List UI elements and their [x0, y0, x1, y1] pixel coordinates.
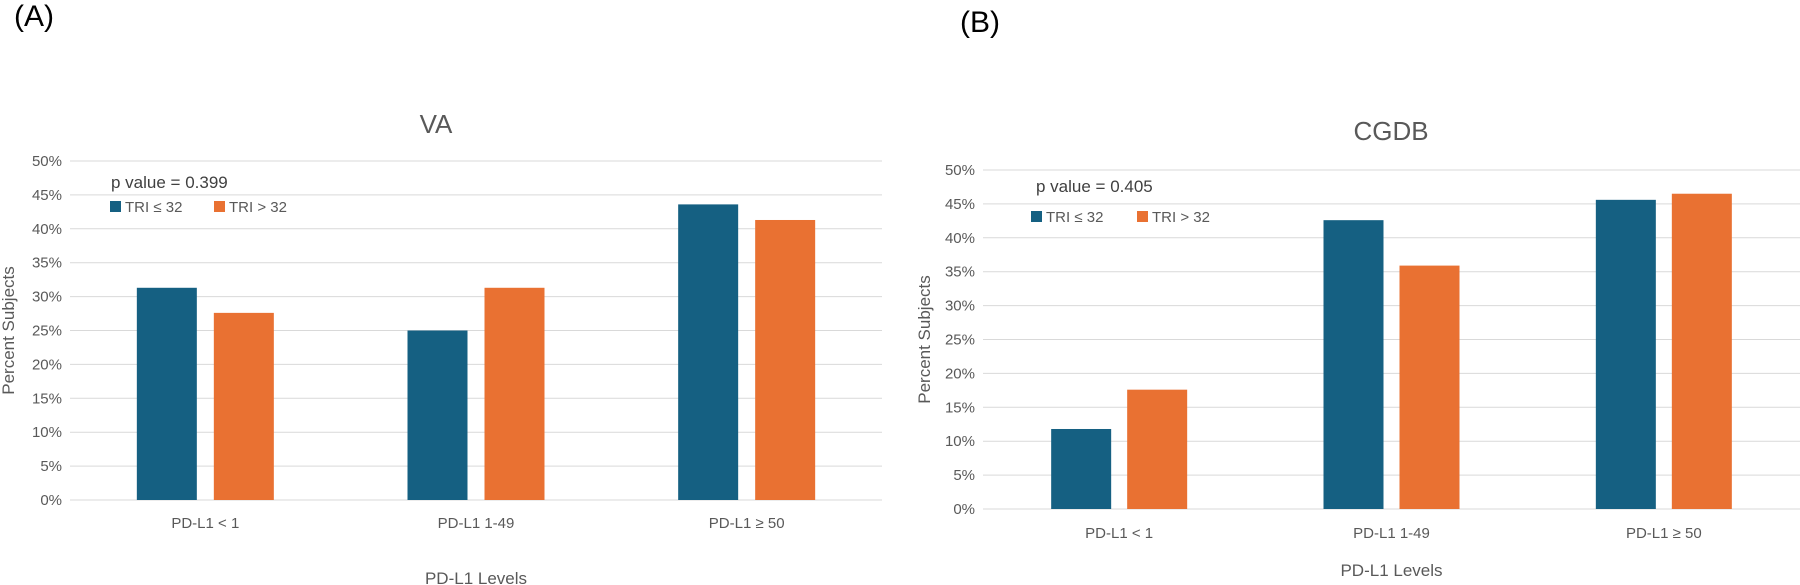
chart-title: CGDB [1353, 116, 1428, 146]
x-tick-label: PD-L1 1-49 [1353, 525, 1430, 542]
y-tick-label: 40% [32, 221, 62, 238]
legend-swatch [214, 201, 225, 212]
y-tick-label: 20% [32, 356, 62, 373]
y-tick-label: 40% [945, 230, 975, 247]
y-tick-label: 35% [945, 264, 975, 281]
y-tick-label: 25% [945, 332, 975, 349]
y-tick-label: 10% [32, 424, 62, 441]
bar-tri-le-32 [407, 330, 468, 500]
y-tick-label: 50% [32, 153, 62, 170]
bar-tri-le-32 [1323, 220, 1384, 509]
y-tick-label: 35% [32, 255, 62, 272]
y-axis-title: Percent Subjects [0, 266, 18, 395]
legend-swatch [1137, 211, 1148, 222]
panel-label-a: (A) [14, 0, 54, 33]
y-tick-label: 10% [945, 433, 975, 450]
bar-tri-le-32 [1051, 428, 1112, 509]
bar-tri-le-32 [136, 287, 197, 500]
x-tick-label: PD-L1 < 1 [171, 515, 239, 532]
y-tick-label: 30% [945, 298, 975, 315]
bar-tri-gt-32 [1671, 193, 1732, 510]
legend-label: TRI ≤ 32 [125, 199, 182, 216]
panel-label-b: (B) [960, 6, 1000, 39]
legend-label: TRI ≤ 32 [1046, 209, 1103, 226]
bar-tri-gt-32 [1399, 265, 1460, 509]
y-tick-label: 5% [40, 458, 62, 475]
y-tick-label: 30% [32, 289, 62, 306]
y-tick-label: 0% [953, 501, 975, 518]
x-tick-label: PD-L1 ≥ 50 [1626, 525, 1702, 542]
y-tick-label: 45% [945, 196, 975, 213]
bar-tri-le-32 [1595, 199, 1656, 509]
x-tick-label: PD-L1 1-49 [438, 515, 515, 532]
x-tick-label: PD-L1 < 1 [1085, 525, 1153, 542]
y-tick-label: 0% [40, 492, 62, 509]
y-tick-label: 15% [32, 390, 62, 407]
p-value-annotation: p value = 0.399 [111, 173, 228, 192]
legend-swatch [1031, 211, 1042, 222]
y-tick-label: 20% [945, 365, 975, 382]
chart-title: VA [420, 109, 453, 139]
bar-tri-le-32 [678, 204, 739, 500]
p-value-annotation: p value = 0.405 [1036, 177, 1153, 196]
chart-a: 0% 5% 10% 15% 20% 25% 30% 35% 40% 45% 50% VA p value… [0, 109, 882, 585]
chart-b: 0% 5% 10% 15% 20% 25% 30% 35% 40% 45% 50% CGDB p val… [915, 116, 1800, 580]
bar-tri-gt-32 [213, 312, 274, 500]
y-tick-label: 25% [32, 323, 62, 340]
bar-tri-gt-32 [1127, 389, 1188, 509]
legend-label: TRI > 32 [1152, 209, 1210, 226]
y-tick-label: 15% [945, 399, 975, 416]
bar-tri-gt-32 [484, 287, 545, 500]
x-axis-title: PD-L1 Levels [1340, 561, 1442, 580]
legend-label: TRI > 32 [229, 199, 287, 216]
y-tick-label: 45% [32, 187, 62, 204]
y-tick-label: 50% [945, 162, 975, 179]
legend-swatch [110, 201, 121, 212]
y-axis-title: Percent Subjects [915, 275, 934, 404]
x-axis-title: PD-L1 Levels [425, 569, 527, 585]
x-tick-label: PD-L1 ≥ 50 [709, 515, 785, 532]
bar-tri-gt-32 [755, 219, 816, 500]
y-tick-label: 5% [953, 467, 975, 484]
